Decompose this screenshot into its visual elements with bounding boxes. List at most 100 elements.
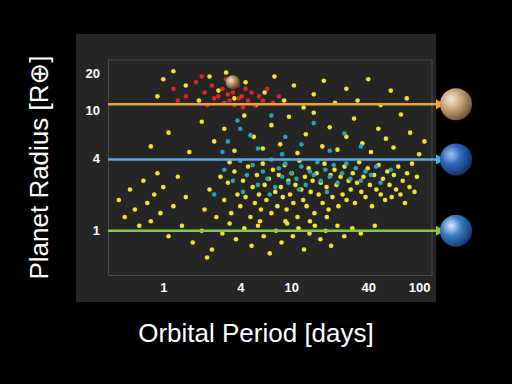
point [216, 88, 221, 93]
x-axis: 141040100 [109, 275, 433, 295]
point [133, 207, 138, 212]
point [207, 187, 212, 192]
point [232, 96, 237, 101]
x-tick: 100 [409, 275, 431, 295]
point [325, 215, 330, 220]
point [249, 244, 254, 249]
point [399, 112, 404, 117]
y-axis-title: Planet Radius [R⊕] [24, 55, 54, 279]
point [303, 132, 308, 137]
point [318, 237, 323, 242]
point [180, 223, 185, 228]
point [422, 139, 427, 144]
point [407, 185, 412, 190]
point [220, 150, 225, 155]
point [352, 116, 357, 121]
point [289, 171, 294, 176]
point [161, 185, 166, 190]
point [171, 87, 176, 92]
point [256, 146, 261, 151]
point [261, 234, 266, 239]
point [387, 183, 392, 188]
point [369, 150, 374, 155]
point [275, 204, 280, 209]
point [261, 169, 266, 174]
point [265, 176, 270, 181]
point [326, 207, 331, 212]
point [245, 173, 250, 178]
point [291, 234, 296, 239]
point [250, 185, 255, 190]
point [302, 247, 307, 252]
point [243, 195, 248, 200]
point [308, 219, 313, 224]
point [224, 70, 229, 75]
y-tick-label: 20 [86, 66, 100, 81]
point [226, 180, 231, 185]
point [220, 87, 225, 92]
point [176, 98, 181, 103]
point [259, 207, 264, 212]
point [194, 80, 199, 85]
point [389, 195, 394, 200]
point [383, 198, 388, 203]
frame-right [432, 60, 433, 275]
point [248, 215, 253, 220]
point [331, 163, 336, 168]
point [348, 176, 353, 181]
point [310, 178, 315, 183]
point [210, 247, 215, 252]
point [301, 198, 306, 203]
point [256, 183, 261, 188]
point [378, 192, 383, 197]
point [257, 94, 262, 99]
point [250, 163, 255, 168]
point [363, 195, 368, 200]
point [342, 234, 347, 239]
point [222, 168, 227, 173]
point [267, 192, 272, 197]
highlight-planet [226, 75, 240, 89]
point [183, 83, 188, 88]
point [415, 175, 420, 180]
point [258, 219, 263, 224]
point [303, 183, 308, 188]
point [289, 171, 294, 176]
point [234, 237, 239, 242]
point [329, 244, 334, 249]
x-tick-label: 100 [409, 280, 431, 295]
point [325, 190, 330, 195]
point [226, 92, 231, 97]
point [218, 175, 223, 180]
point [212, 96, 217, 101]
point [183, 195, 188, 200]
point [408, 130, 413, 135]
point [311, 110, 316, 115]
point [374, 187, 379, 192]
point [246, 98, 251, 103]
point [400, 178, 405, 183]
point [128, 187, 133, 192]
point [257, 192, 262, 197]
point [311, 173, 316, 178]
point [370, 204, 375, 209]
y-tick-label: 10 [86, 103, 100, 118]
point [261, 161, 266, 166]
point [161, 77, 166, 82]
point [288, 192, 293, 197]
point [354, 166, 359, 171]
point [287, 114, 292, 119]
y-tick: 20 [86, 66, 108, 81]
point [183, 94, 188, 99]
point [227, 221, 232, 226]
point [176, 175, 181, 180]
point [359, 190, 364, 195]
point [277, 94, 282, 99]
point [313, 223, 318, 228]
reference-line [108, 230, 432, 233]
point [122, 215, 127, 220]
point [324, 185, 329, 190]
point [295, 215, 300, 220]
plot-area [108, 69, 432, 260]
point [376, 126, 381, 131]
